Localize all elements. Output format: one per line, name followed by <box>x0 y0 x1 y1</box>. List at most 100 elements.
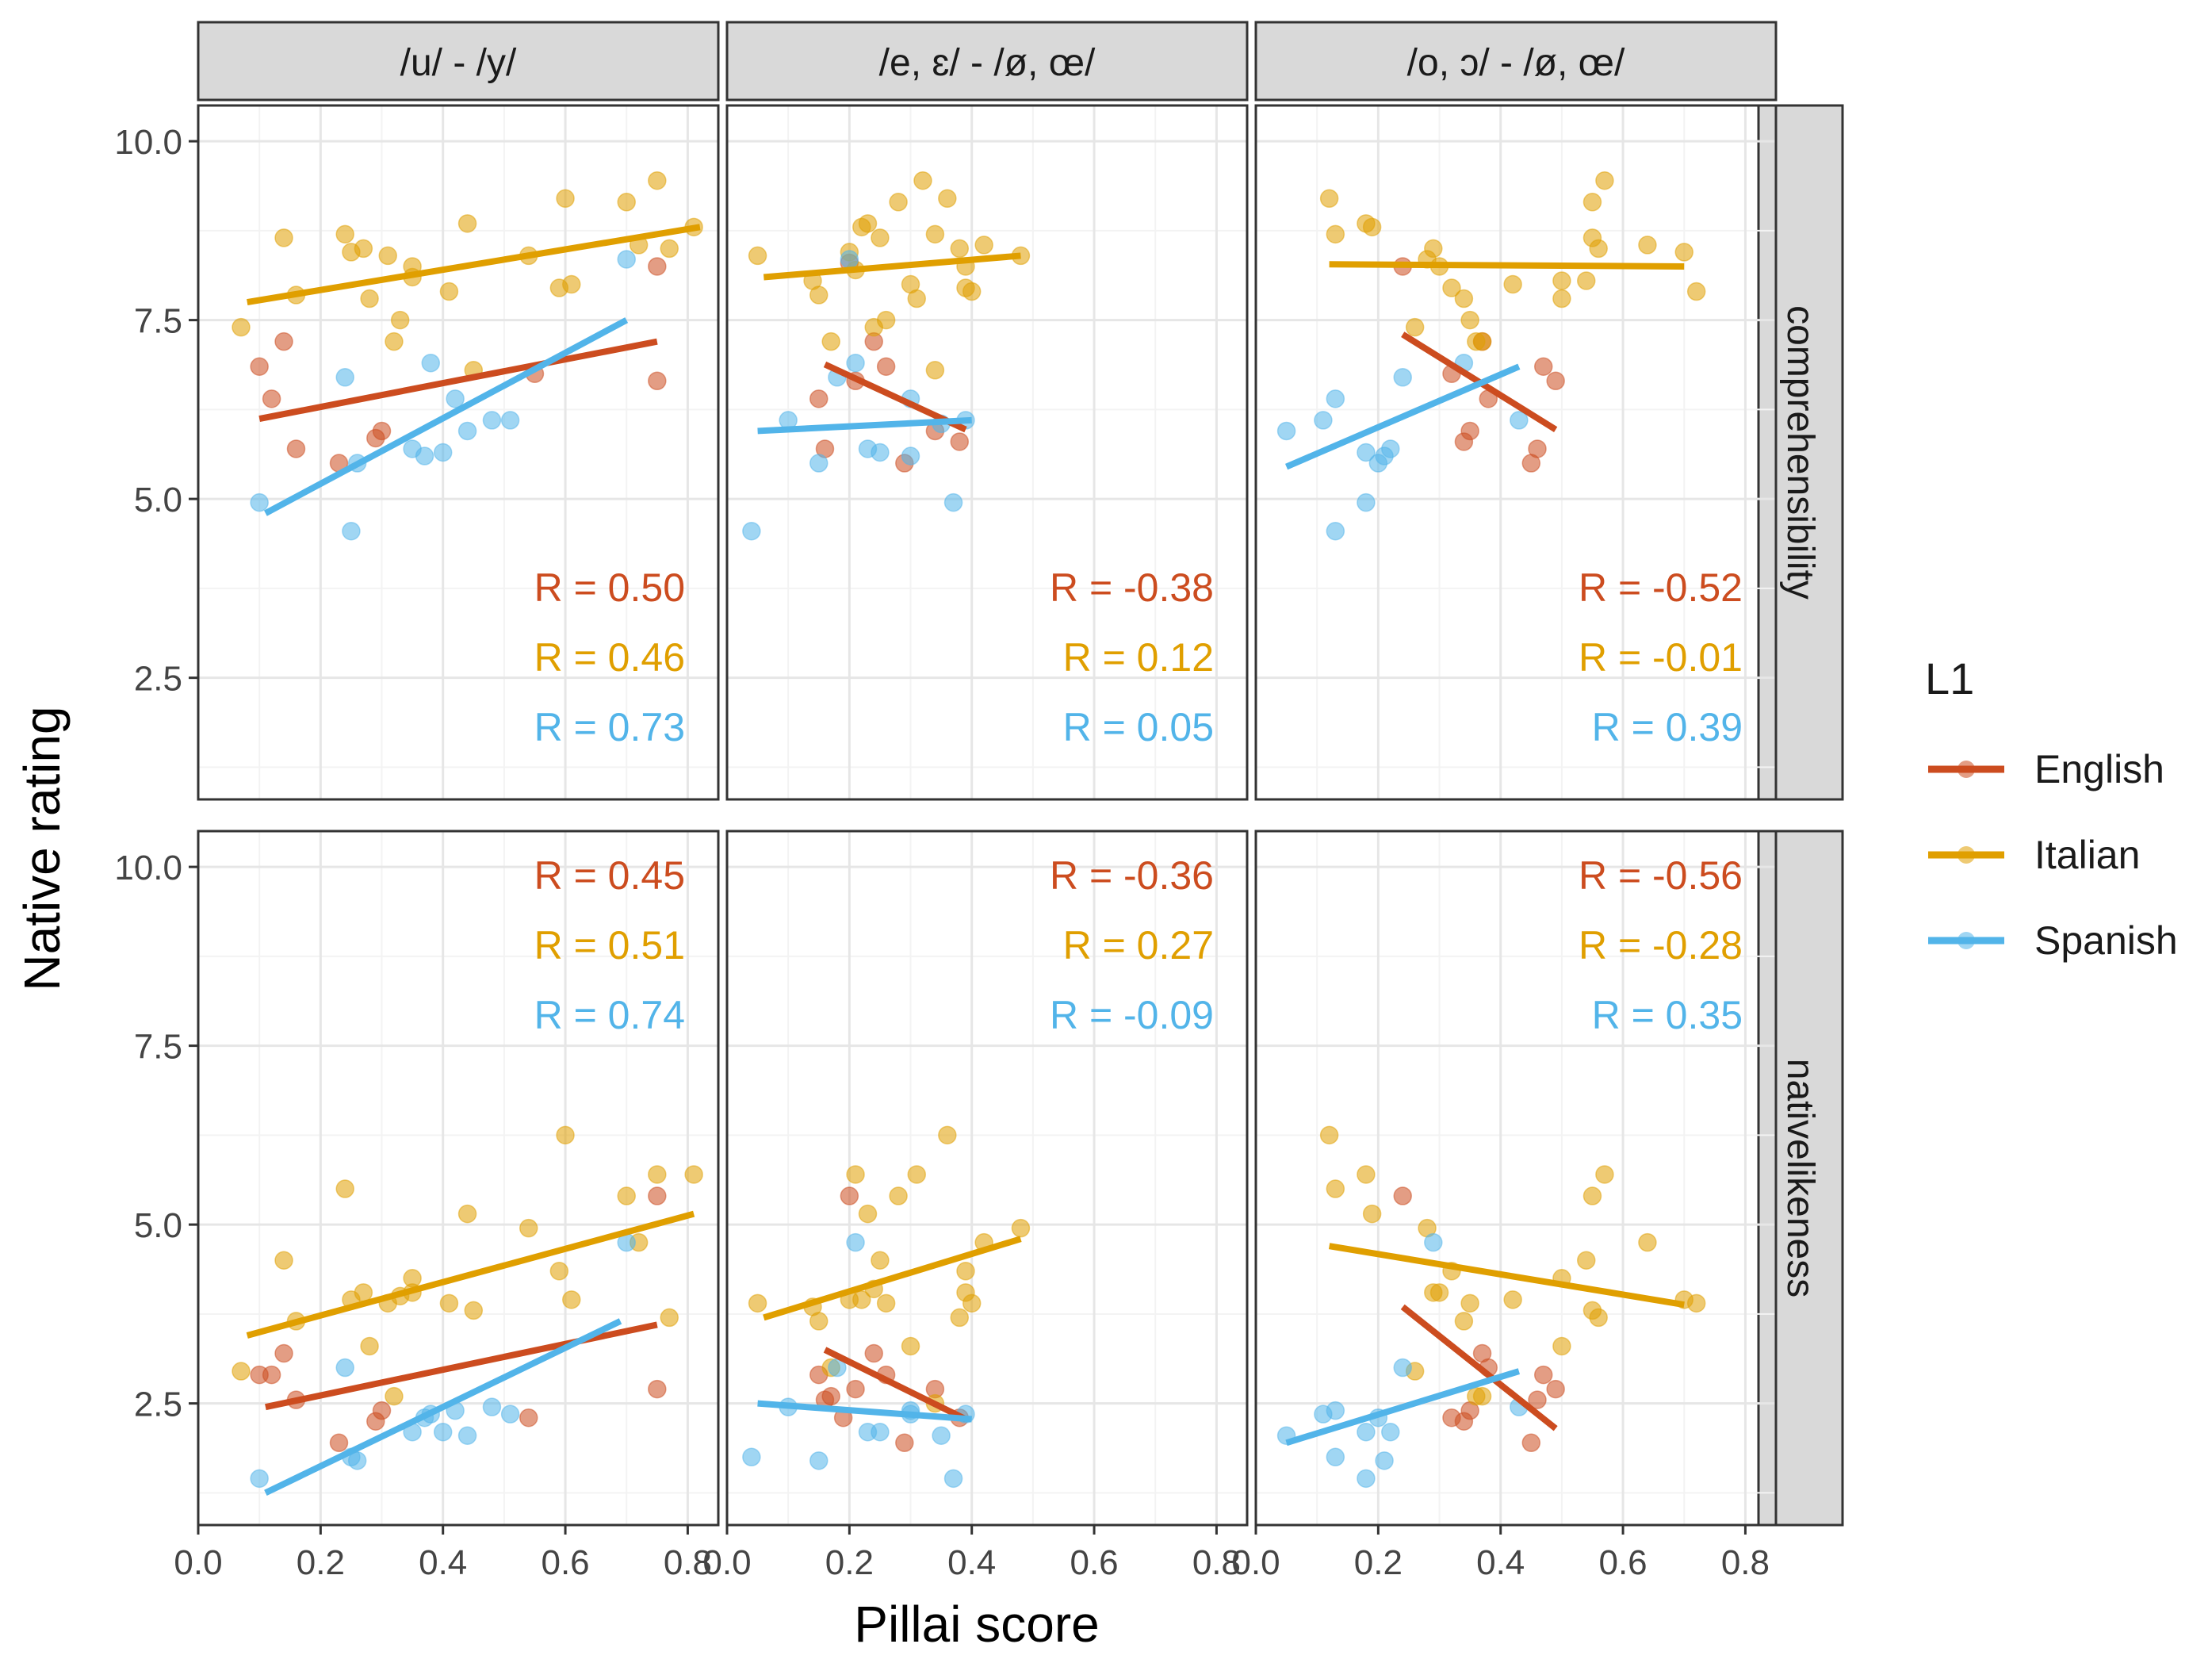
point-spanish <box>500 411 520 430</box>
point-spanish <box>1424 1232 1443 1252</box>
legend-key-point <box>1958 932 1975 949</box>
point-italian <box>956 1262 975 1281</box>
y-tick-label: 7.5 <box>134 302 182 341</box>
y-axis-label: Native rating <box>13 706 71 991</box>
r-label-spanish: R = 0.73 <box>534 705 685 749</box>
r-label-spanish: R = 0.39 <box>1592 705 1743 749</box>
point-italian <box>390 310 410 330</box>
point-english <box>329 1433 349 1453</box>
point-italian <box>1472 1386 1492 1406</box>
point-italian <box>1319 1125 1339 1145</box>
point-italian <box>1552 271 1571 290</box>
r-label-english: R = 0.45 <box>534 853 685 898</box>
point-italian <box>684 1165 703 1184</box>
legend-key-point <box>1958 761 1975 778</box>
point-spanish <box>433 1422 453 1442</box>
point-italian <box>1638 1232 1657 1252</box>
panel-border <box>197 104 720 801</box>
y-tick-label: 10.0 <box>114 123 182 162</box>
point-english <box>864 1343 883 1363</box>
point-spanish <box>617 250 636 269</box>
trend-line-spanish <box>757 416 972 435</box>
point-spanish <box>250 492 269 512</box>
point-italian <box>846 1165 865 1184</box>
point-italian <box>962 282 982 301</box>
legend-label-italian: Italian <box>2034 833 2140 877</box>
legend: L1 English Italian Spanish <box>1925 653 2178 963</box>
trend-line-english <box>823 1347 967 1423</box>
point-italian <box>354 1283 373 1302</box>
legend-label-english: English <box>2034 747 2164 791</box>
r-label-english: R = -0.38 <box>1050 565 1214 610</box>
point-italian <box>901 1336 920 1356</box>
x-tick-label: 0.6 <box>541 1543 589 1582</box>
point-spanish <box>1326 521 1345 541</box>
panel-border <box>197 830 720 1527</box>
trend-line-spanish <box>264 1318 622 1496</box>
point-italian <box>1460 310 1479 330</box>
point-english <box>286 439 306 458</box>
point-italian <box>1011 1218 1031 1238</box>
point-italian <box>1454 1312 1474 1331</box>
point-italian <box>1595 171 1614 190</box>
trend-line-italian <box>246 1210 695 1339</box>
point-spanish <box>421 353 441 373</box>
point-italian <box>1552 289 1571 308</box>
point-italian <box>1577 271 1596 290</box>
point-italian <box>1638 236 1657 255</box>
r-label-spanish: R = 0.74 <box>534 993 685 1037</box>
x-tick-label: 0.4 <box>1476 1543 1525 1582</box>
point-spanish <box>342 521 361 541</box>
facet-strip-label-nativelikeness: nativelikeness <box>1779 1059 1821 1298</box>
point-italian <box>913 171 932 190</box>
point-italian <box>556 189 575 209</box>
point-italian <box>938 1125 957 1145</box>
trend-line-spanish <box>1285 363 1521 470</box>
point-italian <box>1429 1283 1449 1302</box>
point-spanish <box>1357 1469 1376 1489</box>
r-label-italian: R = -0.01 <box>1579 635 1743 680</box>
point-italian <box>1577 1251 1596 1270</box>
point-spanish <box>1375 1451 1394 1470</box>
r-label-english: R = -0.56 <box>1579 853 1743 898</box>
r-label-spanish: R = 0.35 <box>1592 993 1743 1037</box>
x-tick-label: 0.8 <box>1721 1543 1770 1582</box>
point-english <box>648 371 667 391</box>
point-spanish <box>446 389 465 408</box>
point-italian <box>1460 1293 1479 1313</box>
point-italian <box>1362 217 1382 237</box>
point-italian <box>1582 193 1602 212</box>
r-label-italian: R = -0.28 <box>1579 923 1743 968</box>
point-spanish <box>871 1422 890 1442</box>
point-italian <box>457 1204 477 1224</box>
point-italian <box>274 1251 293 1270</box>
point-italian <box>1454 289 1474 308</box>
panel-border <box>1254 104 1778 801</box>
point-italian <box>274 228 293 247</box>
point-italian <box>360 1336 379 1356</box>
panel-e-nativelikeness: R = -0.36 R = 0.27 R = -0.09 0.0 0.2 0.4 0.6 0.… <box>702 830 1249 1582</box>
point-spanish <box>742 1447 761 1467</box>
point-spanish <box>1314 411 1333 430</box>
point-italian <box>1674 243 1693 262</box>
point-italian <box>871 228 890 247</box>
r-label-italian: R = 0.51 <box>534 923 685 968</box>
r-label-italian: R = 0.46 <box>534 635 685 680</box>
point-spanish <box>809 1451 829 1470</box>
trend-line-spanish <box>264 317 629 516</box>
point-italian <box>519 1218 538 1238</box>
r-label-english: R = -0.52 <box>1579 565 1743 610</box>
point-spanish <box>433 443 453 462</box>
point-spanish <box>457 1426 477 1445</box>
point-italian <box>1424 239 1443 259</box>
point-italian <box>1589 1308 1608 1328</box>
point-english <box>895 1433 914 1453</box>
point-italian <box>1552 1336 1571 1356</box>
legend-item-english: English <box>1928 747 2164 791</box>
y-tick-label: 10.0 <box>114 849 182 887</box>
panel-u-y-nativelikeness: R = 0.45 R = 0.51 R = 0.74 2.5 5.0 7.5 10.0 0.0… <box>114 830 720 1582</box>
point-english <box>1546 1379 1565 1399</box>
point-italian <box>378 246 397 266</box>
x-tick-label: 0.2 <box>1354 1543 1403 1582</box>
